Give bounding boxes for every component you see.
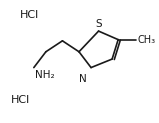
Text: CH₃: CH₃ [138, 35, 156, 45]
Text: S: S [95, 19, 102, 29]
Text: N: N [79, 74, 87, 84]
Text: NH₂: NH₂ [35, 70, 55, 80]
Text: HCl: HCl [20, 10, 40, 20]
Text: HCl: HCl [11, 95, 31, 105]
